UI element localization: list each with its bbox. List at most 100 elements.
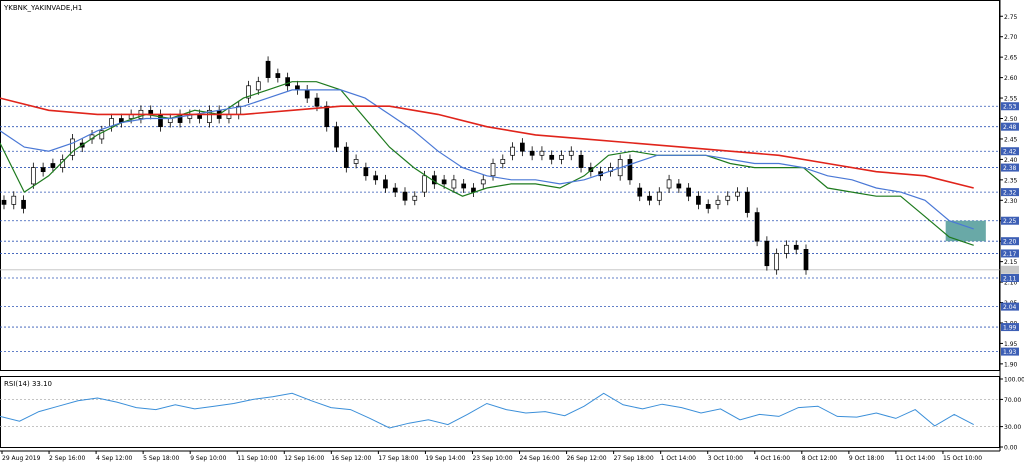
- level-price-tag: [1001, 102, 1019, 111]
- candle-body: [363, 167, 369, 177]
- candle-body: [40, 167, 46, 173]
- time-tick-label: 9 Oct 18:00: [849, 455, 884, 462]
- candle-body: [99, 130, 105, 140]
- price-tick-label: 2.50: [1004, 116, 1018, 123]
- rsi-tick-label: 70.00: [1004, 397, 1021, 404]
- candle-body: [324, 105, 330, 128]
- time-tick-label: 23 Sep 10:00: [472, 455, 512, 462]
- price-tick-label: 2.65: [1004, 55, 1018, 62]
- candle-body: [334, 126, 339, 148]
- candle-body: [422, 175, 427, 193]
- time-tick-label: 4 Oct 16:00: [755, 455, 790, 462]
- level-price-label: 1.99: [1003, 325, 1017, 332]
- candle-body: [647, 195, 652, 201]
- level-price-tag: [1001, 302, 1019, 311]
- candle-body: [784, 244, 789, 254]
- level-price-label: 1.93: [1003, 349, 1017, 356]
- time-tick-label: 19 Sep 14:00: [425, 455, 465, 462]
- rsi-tick-label: 100.00: [1004, 377, 1024, 384]
- price-tick-label: 1.95: [1004, 341, 1018, 348]
- price-tick-label: 1.90: [1004, 361, 1018, 368]
- candle-body: [265, 60, 271, 78]
- time-tick-label: 4 Sep 12:00: [96, 455, 132, 462]
- candle-body: [207, 109, 212, 123]
- candle-body: [295, 85, 300, 91]
- candle-body: [715, 199, 721, 205]
- candle-body: [520, 142, 525, 152]
- price-tick-label: 2.55: [1004, 96, 1018, 103]
- candle-body: [803, 249, 809, 271]
- time-axis: 29 Aug 2019 2 Sep 16:00 4 Sep 12:00 5 Sep 1…: [0, 450, 1000, 462]
- candle-body: [774, 253, 780, 271]
- level-price-label: 2.25: [1003, 218, 1017, 225]
- rsi-indicator-title: RSI(14) 33.10: [4, 380, 52, 388]
- time-tick-label: 27 Sep 18:00: [614, 455, 654, 462]
- time-tick-label: 26 Sep 12:00: [567, 455, 607, 462]
- candle-body: [167, 118, 173, 123]
- candle-body: [705, 204, 711, 209]
- symbol-title: YKBNK_YAKINVADE,H1: [3, 4, 82, 12]
- candle-body: [353, 159, 359, 164]
- candle-body: [793, 244, 799, 250]
- candle-body: [764, 240, 770, 267]
- time-tick-label: 5 Sep 18:00: [143, 455, 179, 462]
- level-price-tag: [1001, 237, 1019, 246]
- level-price-label: 2.53: [1003, 104, 1017, 111]
- candle-body: [70, 138, 75, 156]
- time-tick-label: 8 Oct 12:00: [802, 455, 837, 462]
- price-tick-label: 2.75: [1004, 14, 1018, 21]
- time-tick-label: 11 Sep 10:00: [237, 455, 277, 462]
- candle-body: [412, 195, 418, 201]
- candle-body: [285, 77, 290, 87]
- time-tick-label: 29 Aug 2019: [2, 455, 41, 462]
- price-tick-label: 2.35: [1004, 177, 1018, 184]
- price-tick-label: 2.15: [1004, 259, 1018, 266]
- candle-body: [568, 150, 574, 156]
- time-tick-label: 9 Sep 10:00: [190, 455, 226, 462]
- price-tick-label: 2.60: [1004, 75, 1018, 82]
- level-price-tag: [1001, 323, 1019, 332]
- level-price-label: 2.17: [1003, 251, 1017, 258]
- price-tick-label: 2.10: [1004, 280, 1018, 287]
- level-price-tag: [1001, 273, 1019, 282]
- price-tick-label: 2.30: [1004, 198, 1018, 205]
- time-tick-label: 11 Oct 14:00: [896, 455, 935, 462]
- candle-body: [735, 191, 740, 197]
- time-tick-label: 15 Oct 10:00: [943, 455, 982, 462]
- level-price-tag: [1001, 188, 1019, 197]
- level-price-label: 2.11: [1003, 275, 1017, 282]
- candle-body: [637, 187, 643, 197]
- candle-body: [461, 183, 467, 189]
- rsi-tick-label: 30.00: [1004, 424, 1021, 431]
- candle-body: [686, 187, 691, 197]
- candle-body: [549, 154, 555, 160]
- candle-body: [383, 179, 388, 189]
- candle-body: [1, 199, 7, 205]
- main-price-pane: 1.901.952.002.052.102.152.202.252.302.35…: [0, 0, 1019, 371]
- candle-body: [373, 175, 379, 181]
- price-tick-label: 2.70: [1004, 34, 1018, 41]
- level-price-label: 2.42: [1003, 149, 1017, 156]
- candle-body: [656, 191, 662, 201]
- rsi-line: [0, 392, 974, 429]
- candle-body: [754, 212, 760, 242]
- level-price-label: 2.20: [1003, 239, 1017, 246]
- current-price-tag: [1001, 265, 1019, 274]
- candle-body: [343, 146, 349, 168]
- level-price-tag: [1001, 216, 1019, 225]
- candle-body: [50, 163, 56, 168]
- candle-body: [510, 146, 515, 156]
- candle-body: [627, 159, 633, 181]
- sma_mid-line: [0, 89, 974, 230]
- level-price-label: 2.04: [1003, 304, 1017, 311]
- candle-body: [500, 159, 506, 164]
- target-zone: [945, 220, 986, 242]
- candle-body: [666, 179, 672, 189]
- level-price-tag: [1001, 249, 1019, 258]
- sma_slow-line: [0, 97, 974, 189]
- level-price-label: 2.38: [1003, 165, 1017, 172]
- price-tick-label: 2.40: [1004, 157, 1018, 164]
- candle-body: [255, 81, 261, 91]
- time-tick-label: 3 Oct 10:00: [708, 455, 743, 462]
